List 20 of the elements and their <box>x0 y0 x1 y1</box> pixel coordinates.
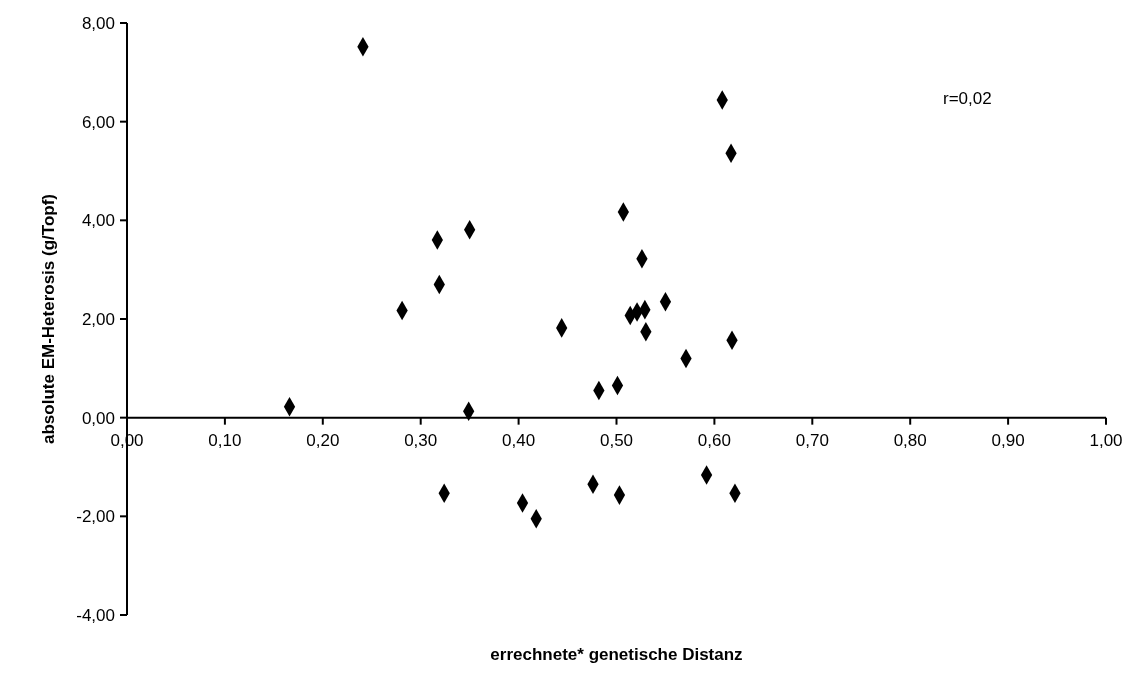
x-tick-label: 0,50 <box>599 430 634 450</box>
y-tick-label: 6,00 <box>81 112 115 132</box>
x-tick-label: 0,70 <box>795 430 829 450</box>
y-tick-label: 4,00 <box>81 211 115 231</box>
x-tick-label: 0,60 <box>697 430 731 450</box>
x-tick-label: 1,00 <box>1089 430 1123 450</box>
y-tick-label: 8,00 <box>81 13 115 33</box>
y-tick-label: -4,00 <box>76 605 115 625</box>
x-tick-label: 0,20 <box>306 430 340 450</box>
y-tick-label: -2,00 <box>76 507 115 527</box>
x-tick-label: 0,10 <box>208 430 242 450</box>
y-tick-label: 2,00 <box>81 309 115 329</box>
x-tick-label: 0,80 <box>893 430 927 450</box>
y-tick-label: 0,00 <box>81 408 115 428</box>
x-tick-label: 0,40 <box>502 430 536 450</box>
y-axis-title: absolute EM-Heterosis (g/Topf) <box>39 194 58 444</box>
x-axis-title: errechnete* genetische Distanz <box>490 645 743 664</box>
x-tick-label: 0,30 <box>404 430 438 450</box>
x-tick-label: 0,90 <box>991 430 1025 450</box>
annotation: r=0,02 <box>943 89 992 108</box>
